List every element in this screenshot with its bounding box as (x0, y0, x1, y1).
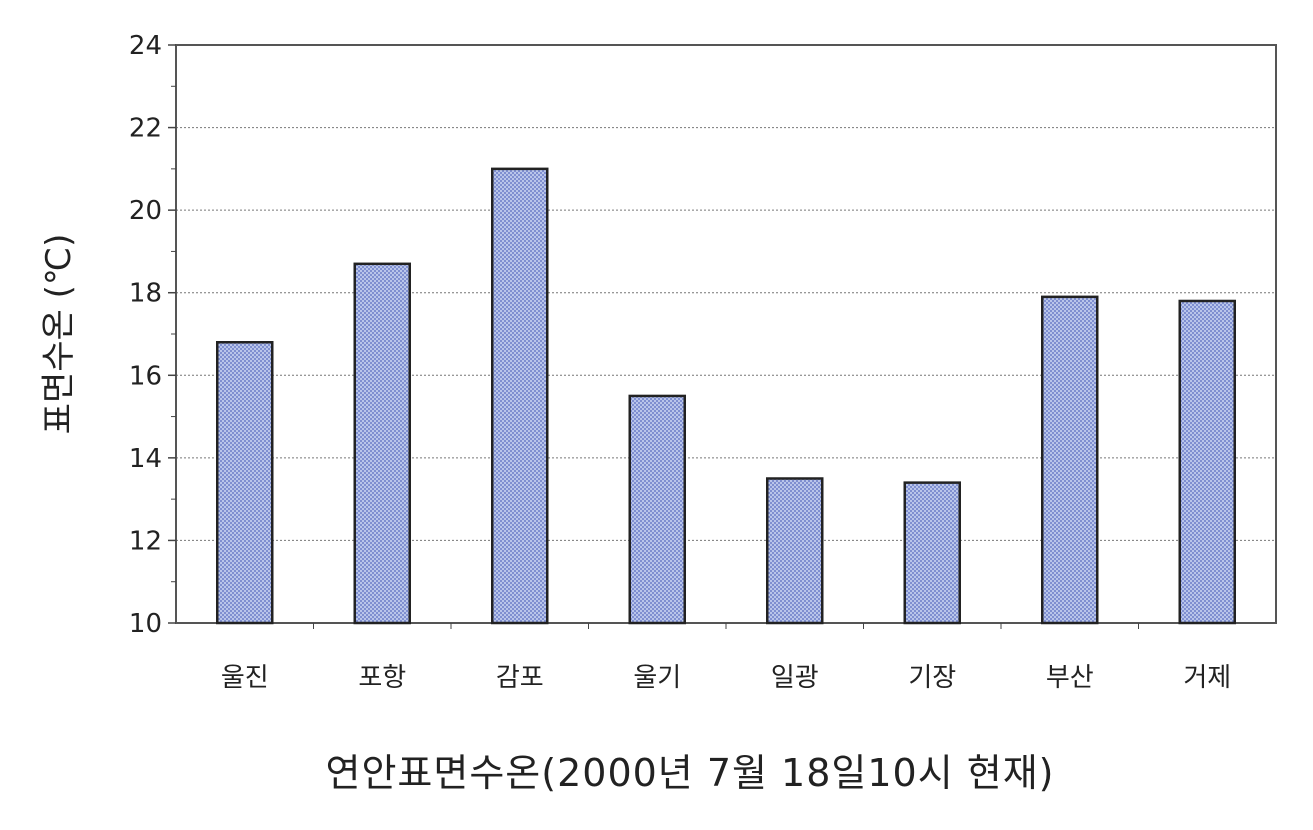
bar-5 (766, 477, 824, 625)
x-category-label: 일광 (771, 663, 819, 693)
y-tick-label: 10 (129, 609, 162, 639)
bar-4 (628, 394, 686, 625)
y-tick-label: 24 (129, 31, 162, 61)
x-category-label: 포항 (358, 663, 406, 693)
y-tick-label: 12 (129, 526, 162, 556)
bar-3 (491, 167, 549, 625)
y-tick-label: 14 (129, 444, 162, 474)
x-category-label: 기장 (908, 663, 956, 693)
x-category-label: 부산 (1046, 663, 1094, 693)
plot-area-frame (175, 44, 1277, 624)
y-axis: 10 12 14 16 18 20 22 24 (129, 31, 176, 639)
y-tick-label: 16 (129, 361, 162, 391)
bar-6 (903, 481, 961, 625)
x-axis: 울진 포항 감포 울기 일광 기장 부산 거제 (221, 623, 1231, 693)
y-tick-label: 20 (129, 196, 162, 226)
y-tick-label: 18 (129, 279, 162, 309)
bar-2 (353, 262, 411, 625)
bar-1 (216, 341, 274, 625)
x-category-label: 울기 (633, 663, 681, 693)
gridlines (176, 127, 1276, 541)
bars (216, 167, 1236, 625)
y-tick-label: 22 (129, 114, 162, 144)
chart-title: 연안표면수온(2000년 7월 18일10시 현재) (326, 751, 1055, 795)
bar-8 (1178, 299, 1236, 625)
bar-7 (1041, 295, 1099, 625)
y-axis-title: 표면수온 (℃) (39, 234, 79, 435)
x-category-label: 울진 (221, 663, 269, 693)
x-category-label: 거제 (1183, 663, 1231, 693)
x-category-label: 감포 (496, 663, 544, 693)
